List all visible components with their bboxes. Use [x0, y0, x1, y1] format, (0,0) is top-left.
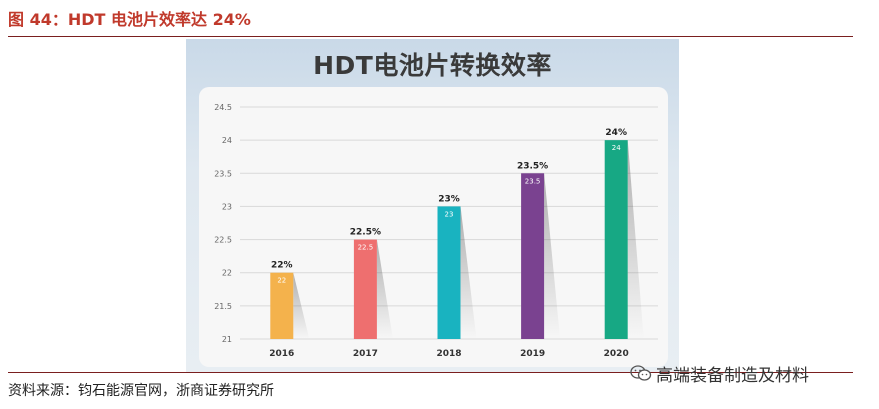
bar-top-label: 23%: [438, 194, 460, 204]
source-note: 资料来源：钧石能源官网，浙商证券研究所: [8, 383, 274, 399]
x-tick-label: 2018: [436, 349, 461, 359]
x-tick-label: 2016: [269, 349, 294, 359]
x-tick-label: 2020: [604, 349, 629, 359]
bar-value-label: 22.5: [358, 244, 374, 252]
bar-value-label: 23.5: [525, 177, 541, 185]
y-tick-label: 21.5: [214, 302, 232, 311]
bar-top-label: 22.5%: [350, 228, 381, 238]
y-tick-label: 23: [222, 202, 232, 211]
bar-shadow: [293, 272, 310, 339]
bar-shadow: [460, 206, 477, 339]
bar-shadow: [627, 140, 644, 339]
y-tick-label: 22: [222, 269, 232, 278]
y-tick-label: 22.5: [214, 236, 232, 245]
bar-shadow: [544, 173, 561, 339]
bar-value-label: 22: [277, 277, 286, 285]
wechat-icon: [630, 365, 652, 381]
bar: [270, 272, 294, 339]
chart-title: HDT电池片转换效率: [313, 51, 552, 80]
x-tick-label: 2017: [353, 349, 378, 359]
figure-caption: 图 44：HDT 电池片效率达 24%: [8, 10, 251, 29]
bar-top-label: 24%: [605, 128, 627, 138]
bar: [353, 239, 377, 339]
y-tick-label: 24: [222, 136, 232, 145]
source-divider: [8, 372, 853, 373]
bar-shadow: [376, 239, 393, 339]
bar: [521, 173, 545, 339]
bar-top-label: 22%: [271, 261, 293, 271]
bar: [604, 140, 628, 339]
bar: [437, 206, 461, 339]
bar-value-label: 23: [445, 210, 454, 218]
bar-top-label: 23.5%: [517, 161, 548, 171]
y-tick-label: 24.5: [214, 103, 232, 112]
y-tick-label: 21: [222, 335, 232, 344]
y-tick-label: 23.5: [214, 169, 232, 178]
watermark: 高端装备制造及材料: [630, 360, 852, 386]
caption-divider: [8, 36, 853, 37]
bar-value-label: 24: [612, 144, 621, 152]
watermark-text: 高端装备制造及材料: [656, 365, 809, 386]
x-tick-label: 2019: [520, 349, 545, 359]
